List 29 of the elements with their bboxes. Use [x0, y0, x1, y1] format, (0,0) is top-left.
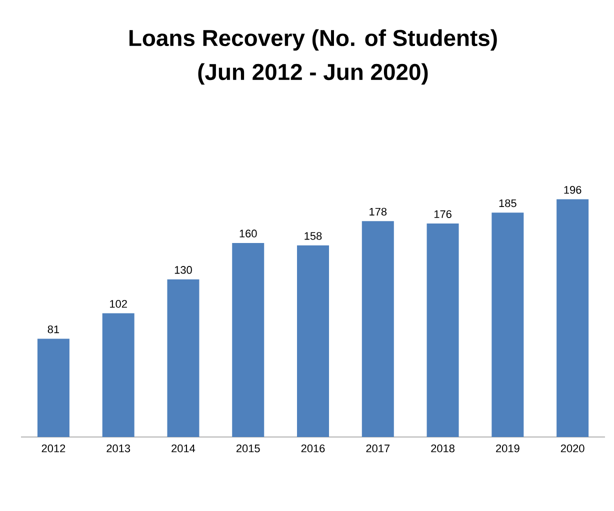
- bar: [492, 212, 524, 437]
- x-tick-label: 2014: [172, 444, 196, 452]
- data-label: 102: [110, 300, 127, 308]
- data-label: 160: [240, 230, 257, 238]
- x-tick-label: 2012: [42, 444, 66, 452]
- bar: [102, 313, 134, 437]
- chart-subtitle: (Jun 2012 - Jun 2020): [198, 63, 428, 85]
- data-label: 81: [48, 325, 60, 334]
- bar: [167, 279, 200, 437]
- bar: [362, 221, 394, 437]
- data-label: 158: [304, 232, 322, 240]
- data-label: 176: [434, 210, 452, 218]
- chart-title: Loans Recovery (No. of Students): [130, 29, 497, 51]
- x-tick-label: 2017: [366, 444, 390, 452]
- bar: [426, 224, 459, 437]
- bar: [37, 338, 70, 437]
- bar: [232, 242, 264, 437]
- bar: [556, 199, 589, 437]
- x-tick-label: 2015: [236, 444, 260, 452]
- data-label: 185: [499, 199, 516, 208]
- bar: [297, 245, 330, 437]
- x-tick-label: 2018: [431, 444, 454, 452]
- data-label: 196: [564, 186, 582, 194]
- x-tick-label: 2020: [560, 444, 584, 452]
- x-tick-label: 2016: [301, 444, 325, 452]
- x-tick-label: 2013: [106, 444, 130, 452]
- x-tick-label: 2019: [496, 444, 520, 452]
- data-label: 178: [370, 208, 387, 216]
- data-label: 130: [174, 266, 192, 274]
